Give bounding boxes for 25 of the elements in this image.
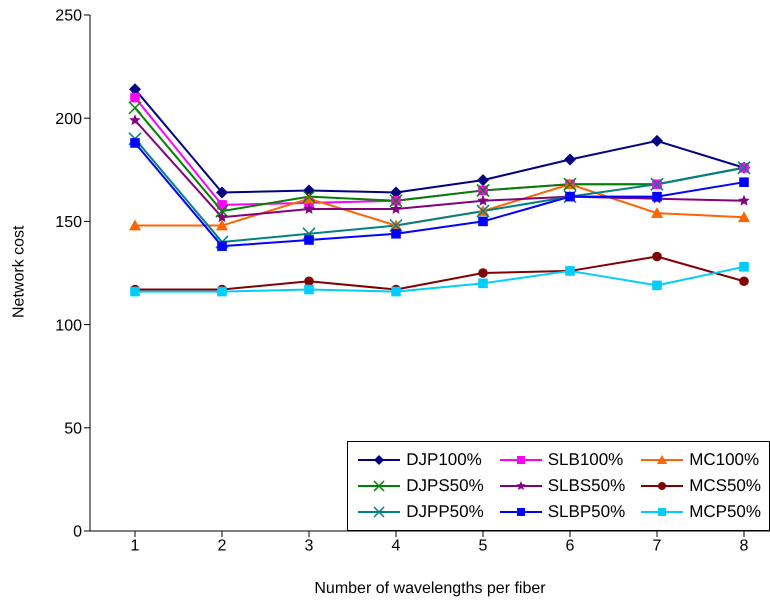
- legend-label: DJPS50%: [406, 476, 484, 496]
- y-tick-label: 250: [55, 8, 82, 25]
- x-tick-label: 4: [392, 537, 401, 554]
- y-tick-label: 200: [55, 110, 82, 128]
- x-tick-label: 8: [740, 537, 749, 554]
- x-tick-label: 5: [478, 537, 488, 554]
- legend-label: SLB100%: [548, 450, 624, 470]
- legend-label: MCP50%: [689, 502, 761, 522]
- x-tick-label: 6: [566, 537, 575, 554]
- legend-label: DJPP50%: [406, 502, 484, 522]
- y-tick-label: 0: [73, 524, 82, 541]
- legend-label: MC100%: [689, 450, 760, 470]
- x-tick-label: 7: [652, 537, 662, 554]
- y-tick-label: 150: [55, 214, 82, 232]
- legend-label: SLBP50%: [548, 502, 626, 522]
- x-tick-label: 2: [218, 537, 227, 554]
- y-tick-label: 100: [55, 317, 82, 334]
- x-axis-title: Number of wavelengths per fiber: [314, 580, 546, 597]
- legend-label: MCS50%: [689, 476, 761, 496]
- y-axis-title: Network cost: [10, 224, 28, 318]
- y-tick-label: 50: [64, 420, 82, 438]
- legend-label: SLBS50%: [548, 476, 626, 496]
- legend-label: DJP100%: [406, 450, 482, 470]
- x-tick-label: 3: [304, 537, 314, 554]
- x-tick-label: 1: [130, 537, 140, 554]
